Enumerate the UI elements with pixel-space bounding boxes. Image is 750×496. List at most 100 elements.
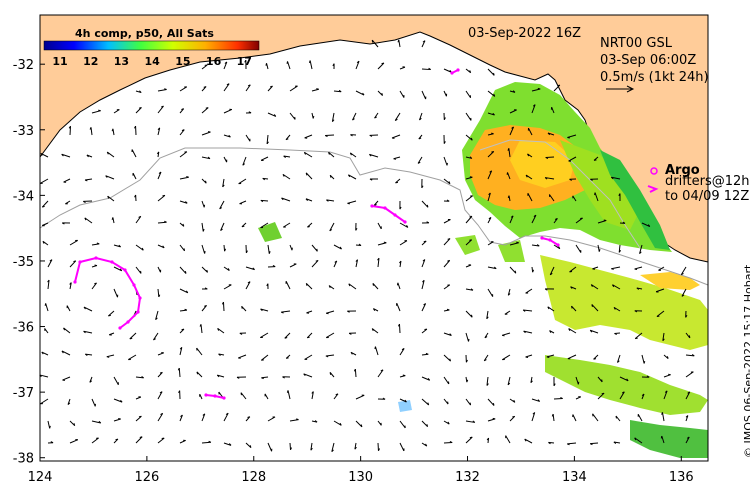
current-arrow: [157, 244, 165, 249]
current-arrow: [113, 376, 119, 385]
current-arrow: [311, 259, 319, 268]
colorbar: [43, 40, 260, 51]
current-arrow: [289, 263, 297, 268]
current-arrow: [245, 416, 251, 422]
current-arrow: [486, 376, 489, 386]
current-arrow: [83, 330, 93, 334]
current-arrow: [531, 412, 536, 422]
current-arrow: [421, 90, 427, 100]
current-arrow: [681, 288, 687, 297]
current-arrow: [106, 354, 115, 358]
current-arrow: [284, 332, 291, 339]
current-arrow: [241, 222, 247, 228]
model-name: NRT00 GSL: [600, 36, 672, 51]
current-arrow: [486, 437, 490, 444]
current-arrow: [399, 398, 407, 403]
current-arrow: [567, 442, 577, 446]
current-arrow: [597, 376, 603, 383]
current-arrow: [590, 178, 599, 181]
current-arrow: [634, 310, 643, 313]
current-arrow: [594, 192, 599, 202]
current-arrow: [355, 222, 358, 231]
current-arrow: [487, 241, 494, 246]
current-arrow: [179, 86, 188, 92]
current-arrow: [289, 85, 298, 92]
current-arrow: [662, 332, 665, 342]
current-arrow: [113, 438, 119, 444]
current-arrow: [465, 288, 474, 291]
current-arrow: [245, 244, 248, 254]
current-arrow: [135, 266, 142, 274]
current-arrow: [111, 217, 115, 224]
current-arrow: [465, 68, 472, 74]
current-arrow: [487, 151, 495, 158]
current-arrow: [262, 177, 269, 181]
current-arrow: [575, 217, 583, 224]
current-arrow: [333, 244, 342, 250]
current-arrow: [219, 200, 225, 210]
current-arrow: [91, 109, 101, 114]
current-arrow: [221, 301, 225, 312]
current-arrow: [507, 195, 511, 202]
x-tick-label: 128: [241, 470, 266, 485]
current-arrow: [487, 266, 497, 270]
argo-label: Argo: [665, 163, 700, 178]
current-arrow: [399, 222, 409, 228]
current-arrow: [509, 415, 516, 422]
current-arrow: [113, 288, 119, 298]
current-arrow: [201, 64, 208, 70]
current-arrow: [223, 156, 228, 163]
current-arrow: [487, 68, 495, 76]
current-arrow: [63, 327, 71, 334]
current-arrow: [551, 413, 555, 422]
current-arrow: [374, 346, 379, 356]
current-arrow: [619, 221, 626, 224]
current-arrow: [304, 134, 313, 139]
current-arrow: [465, 354, 468, 363]
current-arrow: [266, 283, 269, 290]
current-arrow: [220, 222, 225, 231]
current-arrow: [107, 195, 115, 202]
current-arrow: [311, 244, 318, 252]
current-arrow: [377, 442, 380, 451]
current-arrow: [179, 308, 188, 312]
x-tick-label: 130: [348, 470, 373, 485]
current-arrow: [179, 108, 185, 114]
current-arrow: [501, 332, 511, 337]
current-arrow: [525, 174, 533, 180]
current-arrow: [373, 200, 379, 206]
current-arrow: [325, 354, 335, 358]
current-arrow: [443, 308, 450, 312]
current-arrow: [530, 376, 533, 384]
current-arrow: [443, 354, 452, 362]
current-arrow: [443, 238, 451, 246]
current-arrow: [355, 420, 363, 428]
current-arrow: [509, 90, 516, 93]
current-arrow: [377, 241, 387, 246]
current-arrow: [238, 178, 247, 185]
current-arrow: [443, 332, 452, 336]
current-arrow: [222, 178, 225, 188]
current-arrow: [157, 288, 161, 298]
current-arrow: [67, 398, 71, 405]
current-arrow: [349, 152, 357, 158]
current-arrow: [399, 442, 405, 452]
current-arrow: [264, 393, 269, 400]
current-arrow: [641, 393, 645, 400]
current-arrows: [39, 39, 695, 453]
current-arrow: [223, 134, 231, 138]
current-arrow: [374, 112, 379, 119]
credit-text: © IMOS 06-Sep-2022 15:17 Hobart: [742, 264, 750, 458]
drifter-track: [540, 236, 560, 247]
current-arrow: [487, 288, 494, 297]
current-arrow: [525, 354, 533, 358]
current-arrow: [179, 439, 186, 444]
current-arrow: [465, 310, 473, 318]
current-arrow: [680, 266, 687, 276]
y-tick-label: -36: [13, 321, 34, 336]
x-tick-label: 136: [669, 470, 694, 485]
current-arrow: [63, 178, 71, 183]
current-arrow: [245, 281, 251, 290]
current-arrow: [443, 90, 448, 97]
current-arrow: [507, 288, 511, 296]
